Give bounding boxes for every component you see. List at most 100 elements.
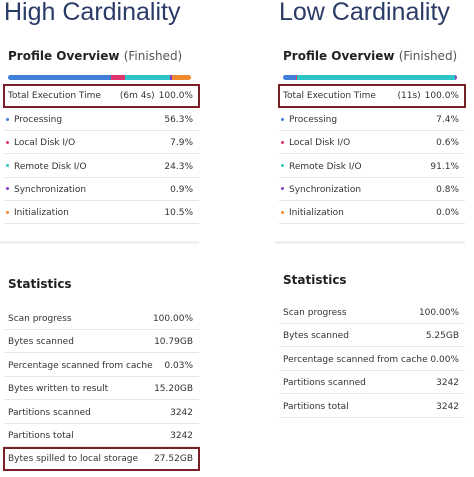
stat-row: Bytes scanned 10.79GB: [4, 331, 199, 354]
row-value: 24.3%: [164, 161, 193, 172]
stat-label: Percentage scanned from cache: [283, 354, 428, 365]
stat-label: Bytes scanned: [283, 331, 349, 342]
divider: [0, 241, 199, 244]
divider: [275, 241, 465, 244]
legend-dot: [281, 140, 284, 144]
row-label: Initialization: [289, 208, 344, 219]
panel-title: High Cardinality: [4, 0, 181, 26]
total-percent: 100.0%: [424, 91, 459, 101]
total-value: (11s) 100.0%: [398, 85, 460, 107]
stat-label: Bytes scanned: [8, 337, 74, 348]
legend-dot: [6, 117, 9, 121]
legend-dot: [281, 164, 284, 168]
stat-label: Partitions total: [8, 431, 74, 441]
stat-label: Partitions total: [283, 401, 349, 412]
legend-dot: [6, 210, 9, 214]
stat-value: 0.03%: [164, 360, 193, 371]
stat-value: 100.00%: [152, 314, 193, 324]
stat-row: Percentage scanned from cache 0.03%: [4, 355, 199, 377]
statistics-heading: Statistics: [283, 273, 347, 287]
row-value: 0.9%: [170, 184, 193, 195]
legend-dot: [6, 140, 9, 144]
stat-value: 15.20GB: [154, 384, 193, 395]
profile-row: Remote Disk I/O 91.1%: [279, 156, 465, 178]
stat-row: Bytes spilled to local storage 27.52GB: [3, 447, 200, 472]
stat-row: Bytes written to result 15.20GB: [4, 378, 199, 401]
stat-label: Bytes spilled to local storage: [8, 454, 139, 465]
legend-dot: [6, 164, 9, 168]
bar-segment: [111, 75, 126, 80]
bar-segment: [283, 75, 296, 80]
bar-segment: [8, 75, 112, 80]
row-label: Synchronization: [289, 184, 362, 195]
stat-value: 3242: [436, 401, 459, 412]
row-value: 91.1%: [430, 161, 459, 172]
profile-heading: Profile Overview (Finished): [8, 49, 182, 63]
legend-dot: [6, 187, 9, 191]
row-label: Initialization: [14, 208, 69, 219]
profile-row: Local Disk I/O 7.9%: [4, 132, 199, 155]
row-label: Remote Disk I/O: [289, 161, 362, 172]
stat-row: Partitions total 3242: [4, 425, 199, 447]
heading-text: Profile Overview: [283, 49, 395, 63]
status: (Finished): [123, 49, 183, 63]
bar-segment: [455, 75, 457, 80]
stat-row: Partitions scanned 3242: [279, 372, 465, 395]
legend-dot: [281, 187, 284, 191]
profile-row: Remote Disk I/O 24.3%: [4, 156, 199, 178]
total-row: Total Execution Time (11s) 100.0%: [278, 84, 466, 108]
row-label: Processing: [14, 115, 63, 125]
heading-text: Profile Overview: [8, 49, 120, 63]
stat-row: Partitions total 3242: [279, 396, 465, 418]
profile-row: Local Disk I/O 0.6%: [279, 132, 465, 155]
row-value: 0.6%: [436, 138, 459, 149]
status: (Finished): [398, 49, 458, 63]
stat-label: Partitions scanned: [8, 407, 91, 418]
total-label: Total Execution Time: [283, 91, 376, 101]
stat-row: Partitions scanned 3242: [4, 402, 199, 424]
bar-segment: [125, 75, 170, 80]
row-label: Synchronization: [14, 184, 87, 195]
profile-heading: Profile Overview (Finished): [283, 49, 457, 63]
total-percent: 100.0%: [158, 91, 193, 101]
profile-row: Processing 7.4%: [279, 109, 465, 131]
bar-segment: [169, 75, 172, 80]
panel-title: Low Cardinality: [279, 0, 450, 26]
bar-segment: [171, 75, 191, 80]
profile-row: Initialization 0.0%: [279, 202, 465, 225]
stat-label: Scan progress: [283, 308, 347, 318]
total-value: (6m 4s) 100.0%: [120, 85, 193, 107]
total-time: (11s): [397, 91, 421, 101]
profile-bar: [283, 75, 457, 80]
profile-bar: [8, 75, 191, 80]
row-value: 0.8%: [436, 184, 459, 195]
row-label: Local Disk I/O: [14, 138, 76, 149]
row-value: 0.0%: [436, 208, 459, 219]
stat-value: 3242: [170, 407, 193, 418]
stat-label: Bytes written to result: [8, 384, 109, 395]
stat-value: 5.25GB: [425, 331, 459, 342]
legend-dot: [281, 210, 284, 214]
row-value: 10.5%: [164, 208, 193, 219]
stat-label: Scan progress: [8, 314, 72, 324]
stat-value: 0.00%: [430, 354, 459, 365]
stat-row: Bytes scanned 5.25GB: [279, 325, 465, 348]
stat-value: 3242: [170, 431, 193, 441]
bar-segment: [296, 75, 456, 80]
statistics-heading: Statistics: [8, 277, 72, 291]
stat-row: Percentage scanned from cache 0.00%: [279, 349, 465, 371]
stat-label: Partitions scanned: [283, 378, 366, 389]
row-label: Processing: [289, 115, 338, 125]
stat-value: 10.79GB: [154, 337, 193, 348]
row-label: Remote Disk I/O: [14, 161, 87, 172]
row-value: 7.9%: [170, 138, 193, 149]
row-value: 7.4%: [436, 115, 459, 125]
profile-row: Synchronization 0.8%: [279, 179, 465, 201]
profile-row: Initialization 10.5%: [4, 202, 199, 225]
stat-value: 27.52GB: [154, 454, 193, 465]
row-value: 56.3%: [164, 115, 193, 125]
stat-value: 3242: [436, 378, 459, 389]
legend-dot: [281, 117, 284, 121]
profile-row: Synchronization 0.9%: [4, 179, 199, 201]
